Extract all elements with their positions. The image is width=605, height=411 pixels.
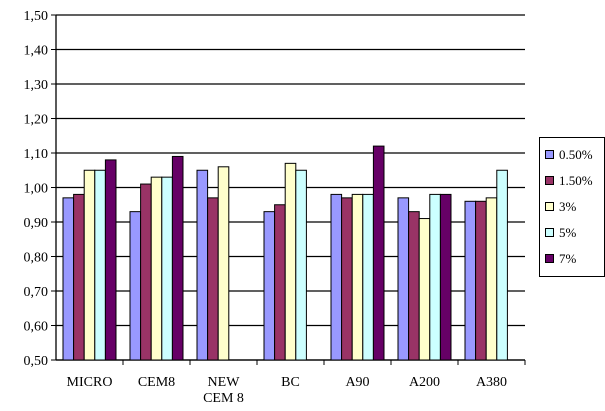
bar [429, 193, 441, 361]
bar [62, 197, 75, 361]
bar [94, 169, 106, 361]
bar [330, 193, 343, 361]
x-tick-label: A200 [409, 375, 440, 390]
legend-label: 7% [559, 250, 577, 266]
bar [129, 211, 142, 361]
bar [397, 197, 410, 361]
bar [418, 218, 431, 361]
y-tick-label: 0,60 [24, 320, 49, 335]
x-tick-label: CEM8 [138, 375, 175, 390]
bar [274, 204, 286, 361]
bar [161, 176, 173, 361]
bar [284, 162, 297, 361]
bar [196, 169, 209, 361]
y-tick-label: 0,80 [24, 251, 49, 266]
y-tick-label: 1,40 [24, 44, 49, 59]
legend-item: 0.50% [545, 146, 593, 162]
bar [104, 159, 117, 361]
legend-swatch [545, 227, 554, 237]
y-tick-label: 1,00 [24, 182, 49, 197]
bar [171, 155, 184, 361]
legend-item: 7% [545, 250, 576, 266]
y-tick-label: 1,50 [24, 9, 49, 24]
x-tick-label: NEW [208, 375, 241, 390]
bar [408, 211, 420, 361]
bar [150, 176, 163, 361]
legend-label: 1.50% [559, 172, 593, 188]
legend-label: 5% [559, 224, 577, 240]
x-tick-label: CEM 8 [203, 391, 244, 406]
bar [73, 193, 85, 361]
bar [439, 193, 452, 361]
y-tick-label: 1,10 [24, 147, 49, 162]
legend-item: 3% [545, 198, 576, 214]
y-tick-label: 0,50 [24, 354, 49, 369]
legend-label: 3% [559, 198, 577, 214]
bar [140, 183, 152, 361]
legend-swatch [545, 175, 554, 185]
bar [207, 197, 219, 361]
bar [362, 193, 374, 361]
bar [263, 211, 276, 361]
bar [83, 169, 96, 361]
bar [485, 197, 498, 361]
chart-legend: 0.50% 1.50% 3% 5% 7% [539, 137, 605, 277]
legend-swatch [545, 201, 554, 211]
x-tick-label: MICRO [67, 375, 113, 390]
bar [372, 145, 385, 361]
bar [295, 169, 307, 361]
y-tick-label: 1,30 [24, 78, 49, 93]
y-tick-label: 0,70 [24, 285, 49, 300]
x-tick-label: A380 [476, 375, 507, 390]
legend-label: 0.50% [559, 146, 593, 162]
y-tick-label: 0,90 [24, 216, 49, 231]
bar [341, 197, 353, 361]
x-tick-label: A90 [345, 375, 369, 390]
x-tick-label: BC [281, 375, 300, 390]
legend-swatch [545, 149, 554, 159]
legend-item: 1.50% [545, 172, 593, 188]
bar [217, 166, 230, 361]
bar [464, 200, 477, 361]
bar [351, 193, 364, 361]
legend-swatch [545, 253, 554, 263]
bar [475, 200, 487, 361]
bar [496, 169, 508, 361]
legend-item: 5% [545, 224, 576, 240]
y-tick-label: 1,20 [24, 113, 49, 128]
